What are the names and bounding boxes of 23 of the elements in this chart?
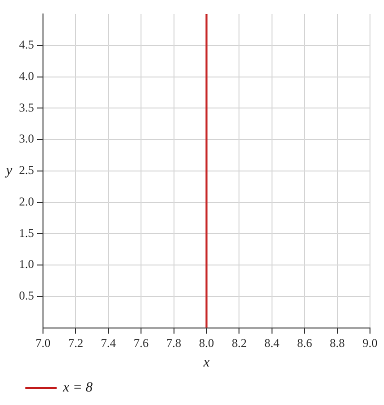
x-axis-title: x	[202, 355, 210, 370]
x-tick-label: 9.0	[362, 336, 378, 350]
y-tick-label: 1.5	[19, 226, 34, 240]
y-tick-label: 3.5	[19, 100, 34, 114]
y-tick-label: 4.5	[19, 38, 34, 52]
x-tick-label: 8.4	[264, 336, 280, 350]
y-tick-label: 0.5	[19, 288, 34, 303]
y-tick-label: 3.0	[19, 132, 34, 146]
x-tick-label: 7.0	[36, 336, 50, 350]
x-tick-label: 7.6	[134, 336, 149, 350]
x-tick-label: 8.2	[232, 336, 247, 350]
x-tick-label: 7.8	[166, 336, 182, 350]
x-tick-label: 7.2	[68, 336, 84, 350]
y-tick-label: 4.0	[19, 68, 34, 83]
y-tick-label: 2.5	[19, 163, 34, 178]
legend-label: x = 8	[62, 380, 93, 396]
y-axis-title: y	[4, 164, 13, 179]
y-tick-label: 2.0	[19, 194, 34, 208]
y-tick-label: 1.0	[19, 257, 34, 272]
x-tick-label: 8.0	[199, 336, 214, 350]
x-tick-label: 7.4	[100, 336, 116, 350]
x-tick-label: 8.8	[330, 336, 345, 350]
x-tick-label: 8.6	[297, 336, 312, 350]
